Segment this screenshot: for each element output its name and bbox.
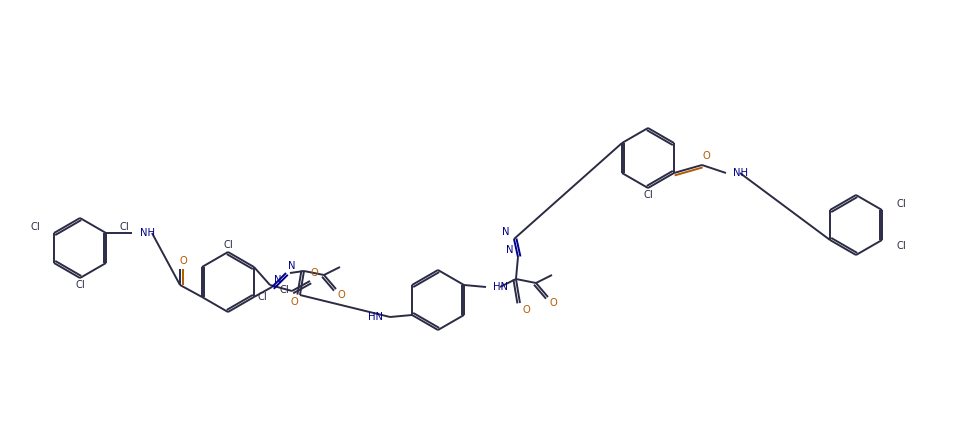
Text: Cl: Cl xyxy=(119,222,129,232)
Text: O: O xyxy=(310,268,317,278)
Text: Cl: Cl xyxy=(75,280,85,290)
Text: O: O xyxy=(291,297,298,307)
Text: Cl: Cl xyxy=(897,241,906,251)
Text: N: N xyxy=(503,227,510,237)
Text: N: N xyxy=(274,275,282,285)
Text: Cl: Cl xyxy=(257,292,267,302)
Text: HN: HN xyxy=(493,282,508,292)
Text: O: O xyxy=(550,298,557,308)
Text: Cl: Cl xyxy=(223,240,233,250)
Text: O: O xyxy=(338,290,345,300)
Text: NH: NH xyxy=(140,228,155,238)
Text: Cl: Cl xyxy=(31,222,40,232)
Text: O: O xyxy=(702,151,710,161)
Text: Cl: Cl xyxy=(643,190,653,200)
Text: NH: NH xyxy=(733,168,748,178)
Text: HN: HN xyxy=(368,312,383,322)
Text: Cl: Cl xyxy=(280,285,290,295)
Text: N: N xyxy=(288,261,295,271)
Text: N: N xyxy=(506,245,514,255)
Text: O: O xyxy=(522,305,530,315)
Text: O: O xyxy=(179,256,187,266)
Text: Cl: Cl xyxy=(897,199,906,209)
